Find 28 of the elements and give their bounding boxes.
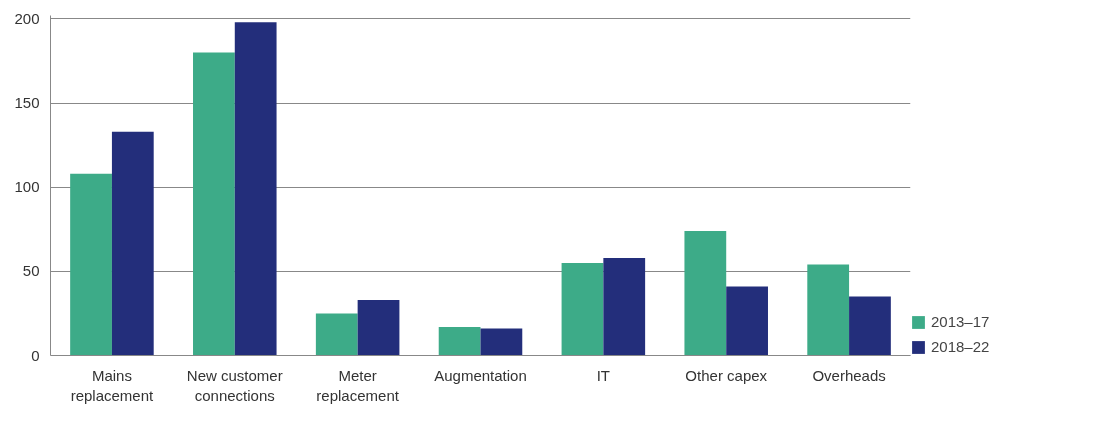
legend-label: 2013–17 [931,313,990,330]
x-tick-label: Overheads [812,366,886,384]
bar [726,286,768,356]
y-tick-label: 50 [22,262,40,280]
x-tick-label: IT [596,366,611,384]
bar [807,264,850,356]
y-tick-label: 150 [14,94,40,112]
bar [315,313,358,356]
x-tick-label: New customer connections [186,366,283,404]
bar [438,326,481,356]
bar [234,22,277,356]
bar [561,262,604,356]
bar [70,173,112,356]
y-tick-label: 0 [31,346,40,364]
bar [111,131,154,356]
legend-label: 2018–22 [931,338,990,355]
x-tick-label: Augmentation [434,366,527,384]
x-tick-label: Mains replacement [70,366,155,404]
bar [480,328,523,356]
x-tick-label: Meter replacement [316,366,400,404]
bar [603,257,646,356]
bar [849,296,891,356]
bar [684,230,727,356]
y-tick-label: 100 [14,178,40,196]
bar [357,299,400,356]
bar [193,52,235,356]
x-tick-label: Other capex [685,366,768,384]
y-tick-label: 200 [14,9,40,27]
